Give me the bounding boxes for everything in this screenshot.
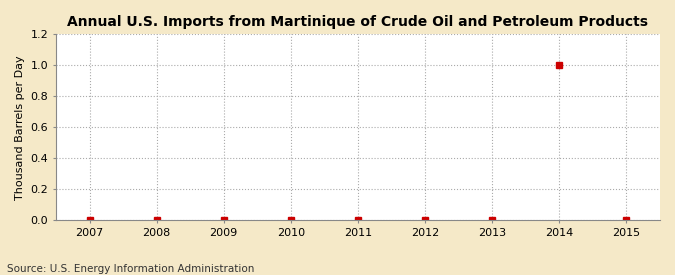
Text: Source: U.S. Energy Information Administration: Source: U.S. Energy Information Administ…: [7, 264, 254, 274]
Title: Annual U.S. Imports from Martinique of Crude Oil and Petroleum Products: Annual U.S. Imports from Martinique of C…: [68, 15, 649, 29]
Y-axis label: Thousand Barrels per Day: Thousand Barrels per Day: [15, 55, 25, 200]
